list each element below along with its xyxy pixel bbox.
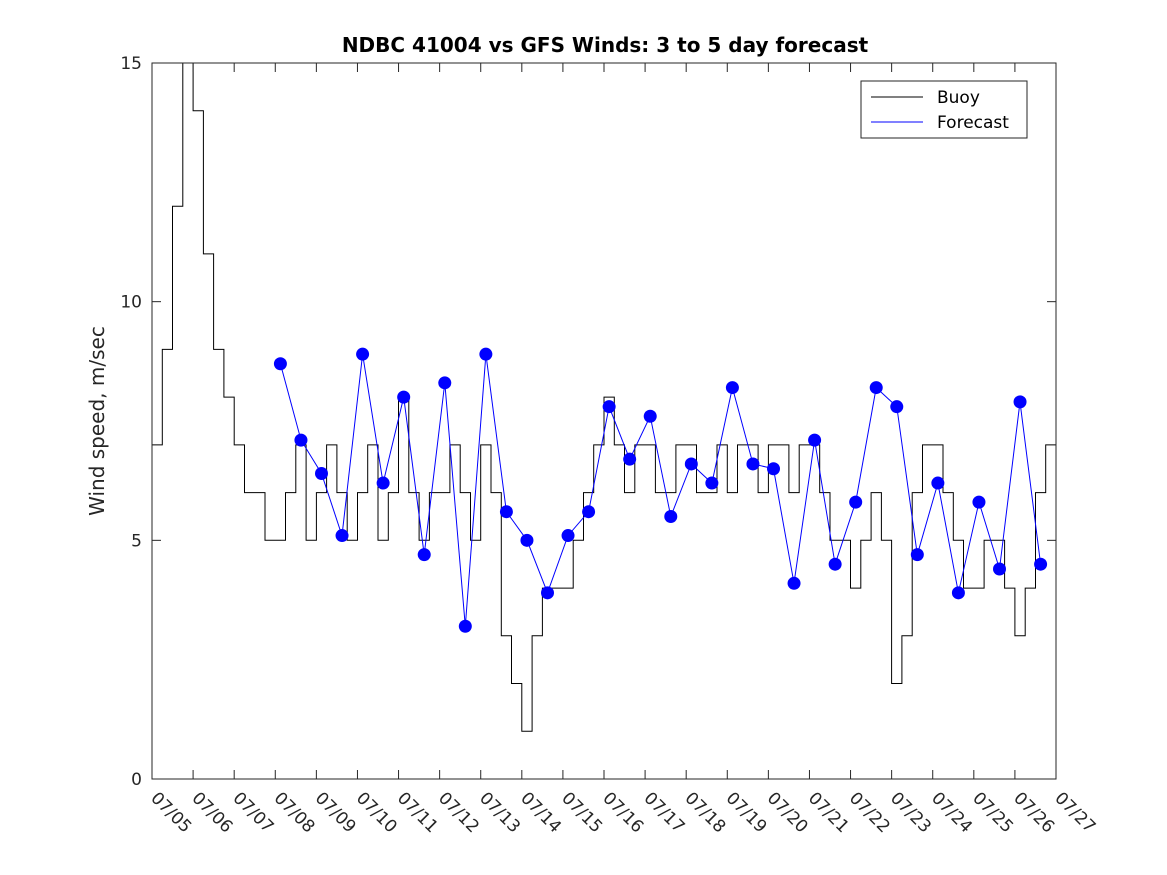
forecast-point: [725, 381, 739, 395]
y-tick-label: 10: [120, 293, 142, 313]
forecast-point: [643, 409, 657, 423]
forecast-point: [828, 557, 842, 571]
forecast-point: [397, 390, 411, 404]
forecast-point: [520, 533, 534, 547]
forecast-point: [890, 400, 904, 414]
y-axis-label: Wind speed, m/sec: [85, 326, 109, 516]
forecast-point: [541, 586, 554, 600]
forecast-point: [335, 529, 349, 543]
y-tick-label: 5: [131, 531, 142, 551]
forecast-point: [273, 357, 287, 371]
forecast-point: [849, 495, 863, 509]
forecast-series-line: [279, 354, 1042, 627]
forecast-point: [376, 476, 390, 490]
forecast-point: [582, 505, 596, 519]
forecast-point: [664, 509, 678, 523]
forecast-point: [458, 619, 472, 633]
forecast-point: [746, 457, 760, 471]
forecast-point: [684, 457, 698, 471]
legend-buoy-label: Buoy: [937, 88, 980, 108]
forecast-point: [910, 548, 924, 562]
y-tick-label: 0: [131, 770, 142, 790]
y-tick-label: 15: [120, 54, 142, 74]
forecast-point: [808, 433, 822, 447]
legend-box: [860, 80, 1028, 139]
series-layer: [152, 62, 1057, 732]
forecast-point: [1013, 395, 1027, 409]
forecast-point: [561, 529, 575, 543]
forecast-point: [499, 505, 513, 519]
forecast-point: [972, 495, 986, 509]
forecast-point: [417, 548, 431, 562]
forecast-point: [356, 347, 370, 361]
forecast-point: [602, 400, 616, 414]
forecast-point: [438, 376, 452, 390]
forecast-point: [869, 381, 883, 395]
forecast-point: [951, 586, 965, 600]
forecast-point: [479, 347, 493, 361]
forecast-point: [294, 433, 308, 447]
forecast-point: [315, 467, 328, 481]
forecast-point: [993, 562, 1006, 576]
forecast-point: [1034, 557, 1048, 571]
legend-forecast-label: Forecast: [937, 113, 1009, 133]
chart-title: NDBC 41004 vs GFS Winds: 3 to 5 day fore…: [342, 33, 869, 57]
legend: Buoy Forecast: [860, 80, 1028, 139]
forecast-point: [705, 476, 719, 490]
forecast-point: [767, 462, 780, 476]
forecast-point: [931, 476, 945, 490]
forecast-point: [623, 452, 637, 466]
forecast-point: [787, 576, 801, 590]
